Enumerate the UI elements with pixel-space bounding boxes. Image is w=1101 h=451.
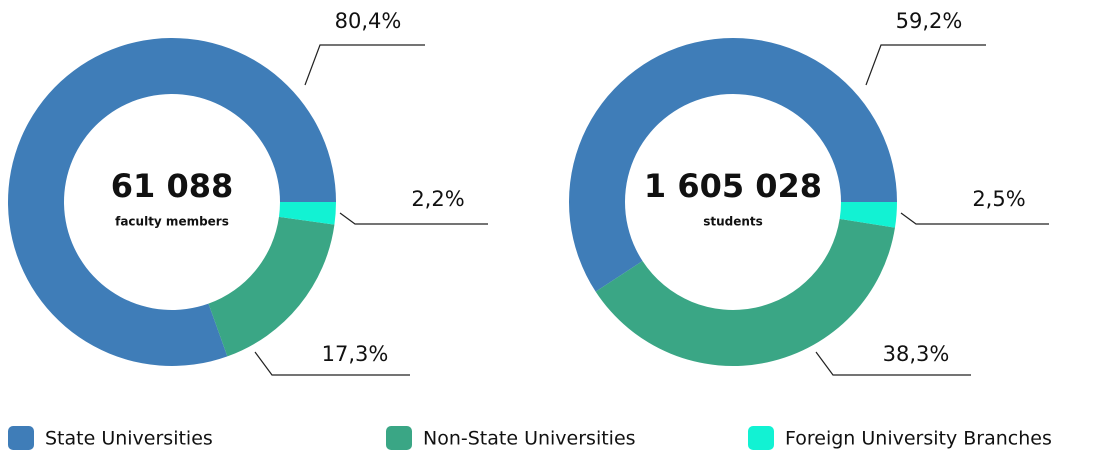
value-label: 80,4% bbox=[335, 9, 402, 33]
value-label: 2,2% bbox=[411, 187, 464, 211]
value-label: 17,3% bbox=[322, 342, 389, 366]
legend-swatch bbox=[8, 426, 34, 450]
donut-segment bbox=[595, 218, 895, 367]
leader-line bbox=[304, 44, 425, 86]
donut-segment bbox=[208, 216, 335, 357]
legend-swatch bbox=[748, 426, 774, 450]
legend-label: State Universities bbox=[45, 428, 213, 450]
legend-swatch bbox=[386, 426, 412, 450]
leader-line bbox=[339, 212, 488, 225]
leader-line bbox=[865, 44, 986, 86]
value-label: 59,2% bbox=[896, 9, 963, 33]
center-value: 1 605 028 bbox=[644, 167, 822, 205]
donut-segment bbox=[569, 37, 897, 292]
leader-line bbox=[254, 351, 410, 376]
value-label: 2,5% bbox=[972, 187, 1025, 211]
center-value: 61 088 bbox=[111, 167, 233, 205]
center-label: faculty members bbox=[115, 215, 229, 229]
legend-label: Non-State Universities bbox=[423, 428, 636, 450]
leader-line bbox=[900, 212, 1049, 225]
center-label: students bbox=[703, 215, 763, 229]
donut-segment bbox=[7, 37, 336, 367]
donut-segment bbox=[278, 202, 336, 225]
leader-line bbox=[815, 351, 971, 376]
legend-label: Foreign University Branches bbox=[785, 428, 1052, 450]
value-label: 38,3% bbox=[883, 342, 950, 366]
donut-segment bbox=[839, 202, 897, 228]
